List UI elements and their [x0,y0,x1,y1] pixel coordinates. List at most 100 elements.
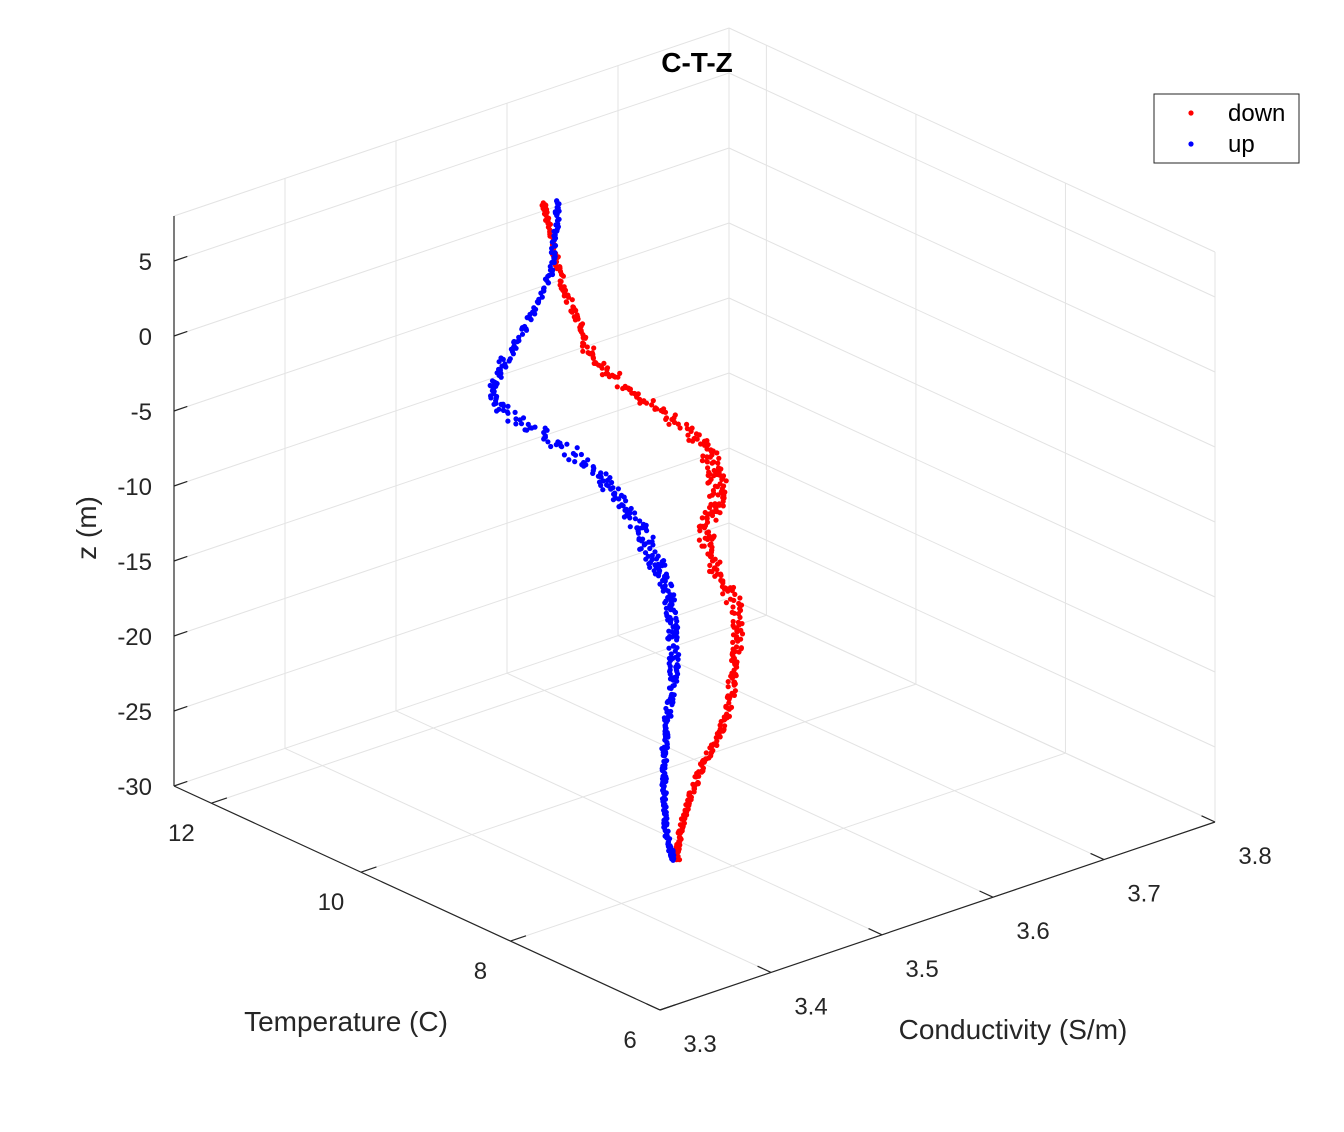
point-down [737,595,743,601]
point-down [666,421,672,427]
point-up [635,530,642,536]
legend-label-down: down [1228,100,1285,127]
point-up [534,299,541,305]
point-up [610,497,617,503]
point-down [727,596,734,602]
back-wall-grid-line [173,522,730,712]
point-up [506,358,512,364]
point-down [696,537,703,543]
point-down [689,425,695,431]
x-tick-label: 3.5 [905,956,938,983]
point-down [609,372,615,378]
point-up [554,211,560,217]
point-up [650,542,656,548]
point-down [705,465,711,471]
point-down [699,515,705,521]
point-up [493,400,499,406]
point-up [638,546,644,552]
point-down [707,562,713,569]
point-down [650,398,656,404]
point-up [663,605,670,611]
point-down [720,591,726,597]
point-up [667,657,674,664]
point-up [647,564,653,571]
point-down [711,502,717,508]
point-down [578,322,584,328]
point-down [731,610,737,616]
point-up [674,645,680,651]
point-up [558,443,564,449]
y-tick-mark [510,935,527,942]
point-down [717,734,723,740]
point-up [673,667,680,673]
y-tick-mark [360,866,377,873]
point-up [542,434,549,440]
point-up [545,280,551,286]
back-wall-grid-line [173,72,730,262]
point-down [714,484,721,490]
point-down [583,334,589,340]
point-down [709,509,715,515]
point-down [702,509,708,516]
point-up [499,363,505,369]
point-up [661,558,667,564]
side-wall-grid-line [728,72,1216,298]
legend-label-up: up [1228,131,1255,158]
point-down [726,695,732,702]
point-down [717,559,723,565]
point-up [525,421,531,427]
point-up [545,439,551,445]
point-down [649,402,655,408]
point-up [642,550,649,556]
x-tick-mark [1090,852,1105,861]
point-down [699,458,706,464]
point-up [552,243,559,249]
point-down [705,536,711,543]
y-tick-mark [659,1004,676,1011]
point-down [652,405,659,411]
point-up [620,503,626,509]
point-up [531,305,537,311]
point-down [730,618,736,625]
point-up [632,510,638,516]
point-up [662,753,668,759]
z-tick-label: -10 [117,474,152,501]
point-up [662,573,668,580]
point-down [708,541,714,547]
point-up [505,418,511,424]
z-tick-mark [173,705,188,712]
x-tick-label: 3.4 [794,993,827,1020]
point-up [491,379,498,385]
z-tick-label: -20 [117,624,152,651]
side-wall-grid-line [728,447,1216,673]
point-up [662,562,668,568]
point-up [670,857,676,863]
point-down [693,431,700,437]
point-down [704,458,710,464]
point-up [660,588,666,594]
point-down [731,624,737,630]
point-up [673,622,679,628]
point-down [736,649,742,655]
point-up [672,609,678,615]
point-up [520,415,527,421]
point-down [721,494,727,500]
x-tick-mark [757,965,772,973]
box-edge [728,27,1216,253]
point-up [665,839,672,845]
side-wall-grid-line [728,222,1216,448]
point-down [720,498,726,504]
point-down [637,396,643,402]
point-up [674,618,680,624]
point-up [566,457,572,463]
point-down [704,514,710,521]
point-down [725,679,731,685]
point-down [717,510,723,516]
x-axis-line [659,821,1216,1011]
point-down [641,398,647,404]
point-up [642,541,648,547]
y-tick-label: 12 [168,820,195,847]
point-up [538,290,544,296]
z-tick-mark [173,780,188,787]
